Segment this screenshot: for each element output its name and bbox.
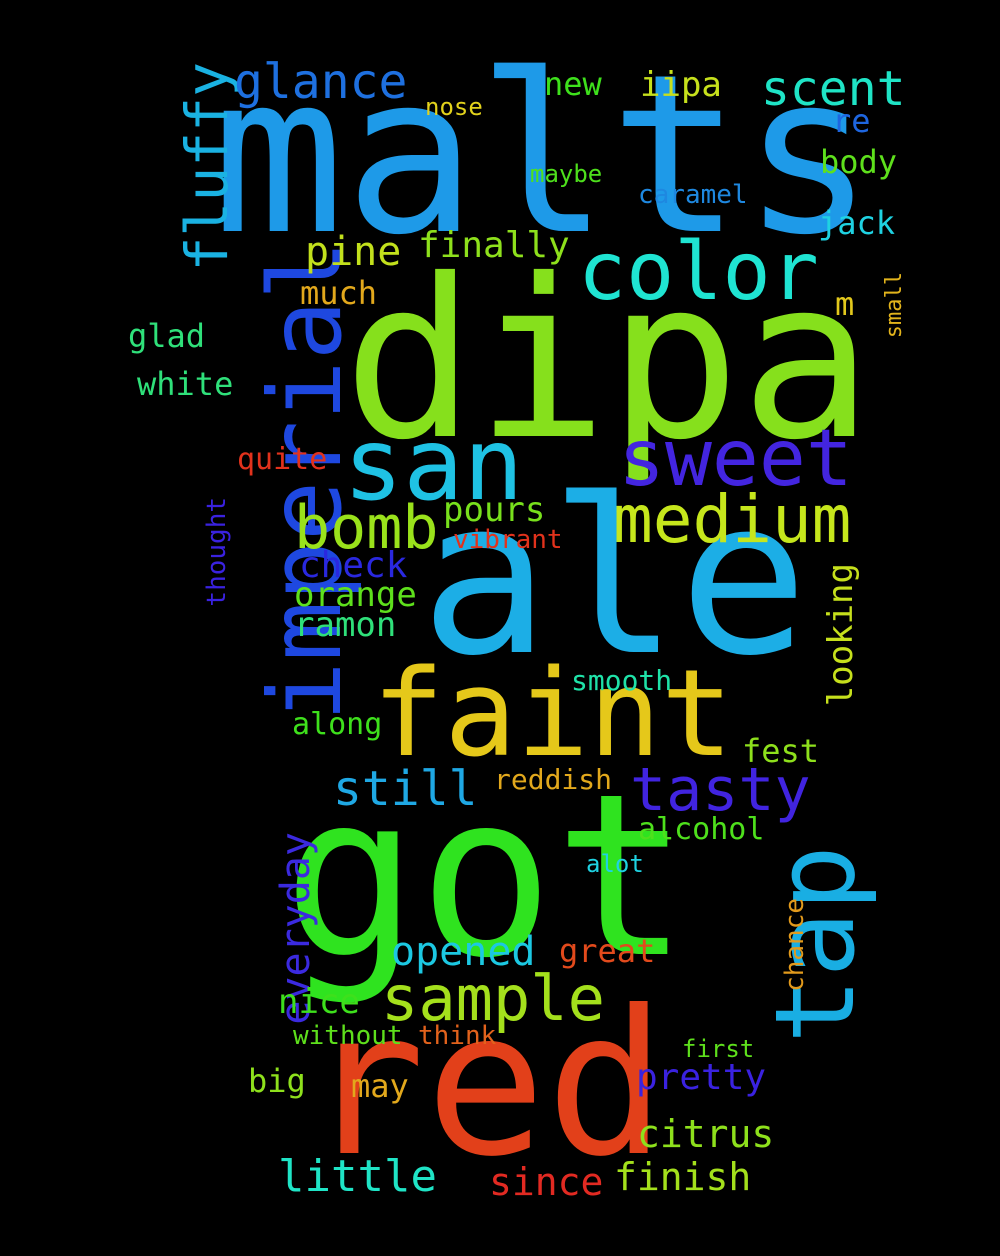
word: orange <box>294 575 417 615</box>
word: body <box>820 143 898 181</box>
word: first <box>682 1035 755 1063</box>
word: fest <box>742 732 820 770</box>
word: red <box>305 968 667 1201</box>
word: still <box>333 761 478 817</box>
word: tap <box>751 845 879 1044</box>
word: vibrant <box>453 525 563 555</box>
word: opened <box>391 929 536 975</box>
word: check <box>299 545 408 586</box>
word: pine <box>305 229 402 275</box>
word: fluffy <box>173 62 241 272</box>
word: new <box>544 65 602 103</box>
word: nose <box>425 93 483 121</box>
word: looking <box>821 563 861 707</box>
word: got <box>283 746 690 1008</box>
word: jack <box>818 204 896 242</box>
word: little <box>278 1151 437 1202</box>
word: re <box>832 102 871 140</box>
word: malts <box>212 27 875 283</box>
word: color <box>578 225 819 318</box>
word: big <box>248 1062 306 1100</box>
word: since <box>489 1160 604 1204</box>
word: m <box>835 285 855 323</box>
word: ale <box>420 452 809 703</box>
word: faint <box>372 645 734 784</box>
word: finish <box>614 1155 752 1199</box>
word: glad <box>128 317 206 355</box>
word: alcohol <box>638 812 765 847</box>
word: pretty <box>636 1057 767 1098</box>
word: citrus <box>637 1112 775 1156</box>
word: may <box>351 1067 409 1105</box>
word: nice <box>278 982 360 1022</box>
word: finally <box>418 225 570 266</box>
word: san <box>343 406 524 523</box>
word: ramon <box>294 605 397 645</box>
word: caramel <box>638 180 748 210</box>
word: without <box>293 1021 403 1051</box>
word: dipa <box>343 232 873 488</box>
word: reddish <box>494 763 613 796</box>
word: thought <box>202 497 232 607</box>
word: scent <box>761 61 906 117</box>
word: small <box>882 272 907 339</box>
word: sweet <box>618 414 853 504</box>
word: imperial <box>247 240 364 722</box>
word: medium <box>613 481 852 558</box>
word: think <box>418 1021 497 1051</box>
word: quite <box>237 442 328 477</box>
word: white <box>137 365 234 403</box>
word: maybe <box>530 160 603 188</box>
word: chance <box>780 898 810 992</box>
word: pours <box>443 490 546 530</box>
word: glance <box>234 54 408 110</box>
word: alot <box>586 850 644 878</box>
word: much <box>300 274 378 312</box>
word: great <box>559 932 656 970</box>
word: smooth <box>571 664 673 697</box>
word: along <box>292 707 383 742</box>
word: tasty <box>630 755 811 825</box>
word: iipa <box>640 65 722 105</box>
word: bomb <box>294 493 439 563</box>
word: sample <box>381 962 605 1035</box>
